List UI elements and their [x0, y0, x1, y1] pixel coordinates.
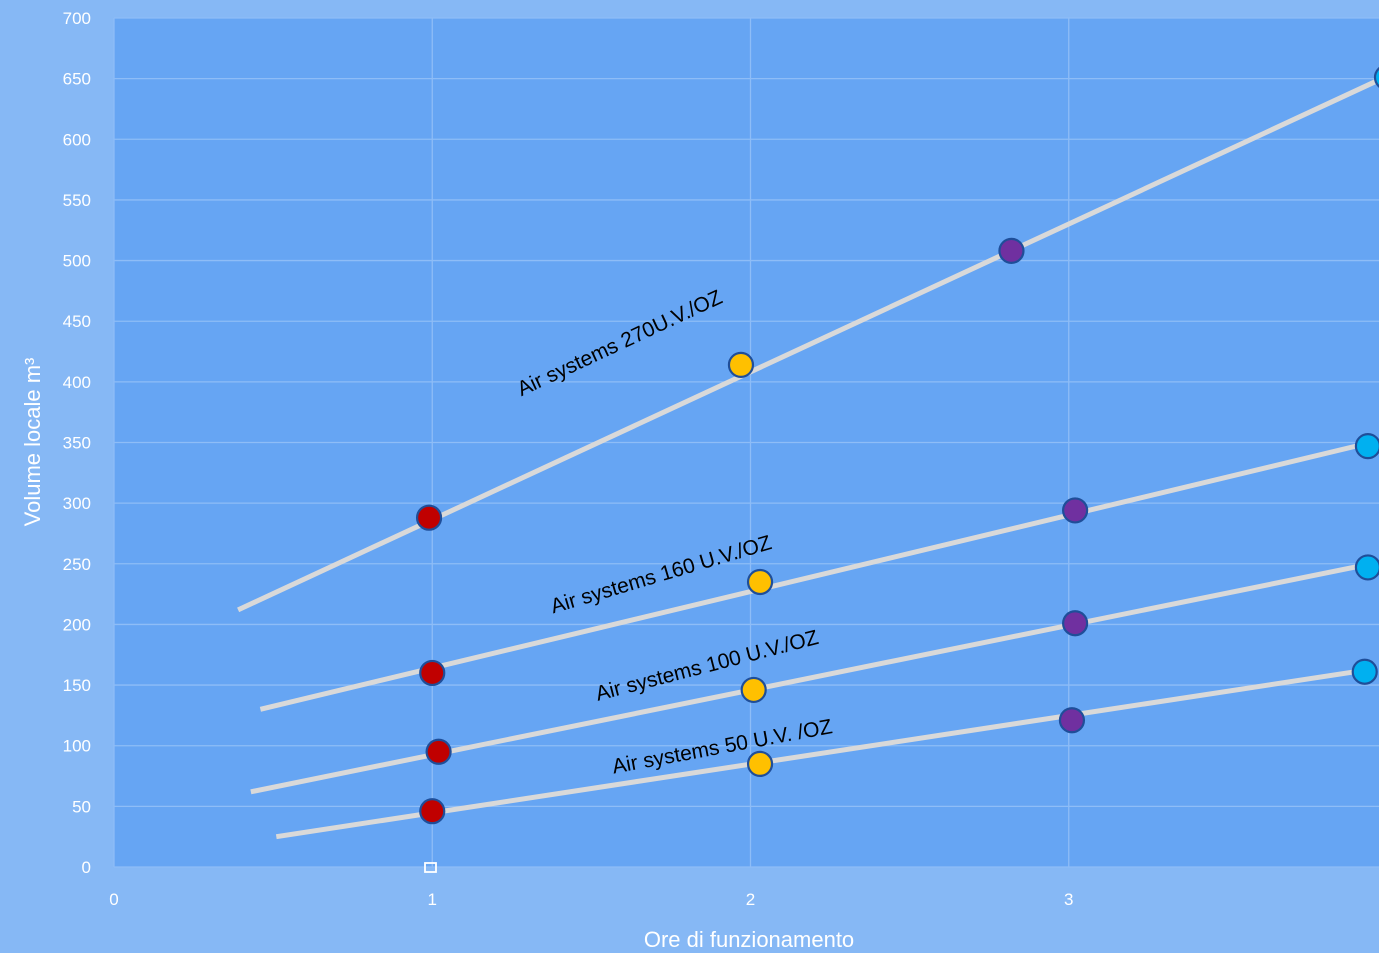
x-tick-label: 0 — [109, 890, 118, 909]
data-point-s3-p0 — [419, 798, 446, 825]
y-tick-label: 700 — [63, 9, 91, 28]
y-tick-label: 500 — [63, 252, 91, 271]
data-point-s3-p3 — [1351, 658, 1378, 685]
data-point-s0-p2 — [998, 237, 1025, 264]
y-tick-label: 150 — [63, 676, 91, 695]
x-tick-label: 2 — [746, 890, 755, 909]
data-point-s1-p0 — [419, 659, 446, 687]
data-point-s1-p2 — [1062, 497, 1089, 524]
grid — [113, 17, 1379, 868]
data-point-s3-p2 — [1058, 707, 1086, 734]
data-point-s0-p3 — [1373, 67, 1379, 88]
y-tick-label: 300 — [63, 494, 91, 513]
data-point-s1-p3 — [1354, 433, 1379, 460]
x-axis-title: Ore di funzionamento — [644, 927, 854, 952]
y-tick-label: 250 — [63, 555, 91, 574]
trend-line-1 — [259, 440, 1372, 712]
y-tick-label: 600 — [63, 130, 91, 149]
data-points — [415, 67, 1379, 825]
y-tick-label: 200 — [63, 615, 91, 634]
y-tick-label: 550 — [63, 191, 91, 210]
x-axis-ticks: 01234 — [109, 890, 1073, 909]
y-tick-label: 400 — [63, 373, 91, 392]
y-tick-label: 50 — [72, 797, 91, 816]
data-point-s2-p2 — [1062, 610, 1089, 637]
data-point-s2-p0 — [425, 738, 452, 765]
x-tick-label: 1 — [428, 890, 437, 909]
y-tick-label: 450 — [63, 312, 91, 331]
data-point-s2-p1 — [740, 676, 767, 704]
trend-line-3 — [275, 666, 1372, 840]
data-point-s1-p1 — [746, 568, 774, 596]
x-tick-label: 3 — [1064, 890, 1073, 909]
y-tick-label: 650 — [63, 70, 91, 89]
data-point-s3-p1 — [746, 750, 774, 778]
y-axis-ticks: 0 50 100 150 200 250 300 350 400 450 500 550 600 650 7… — [63, 9, 91, 877]
y-axis-title: Volume locale m³ — [20, 358, 45, 527]
trend-lines — [237, 77, 1379, 840]
y-tick-label: 0 — [82, 858, 91, 877]
y-tick-label: 100 — [63, 737, 91, 756]
y-tick-label: 350 — [63, 434, 91, 453]
data-point-s2-p3 — [1354, 554, 1379, 581]
data-point-s0-p0 — [415, 504, 443, 531]
origin-marker — [424, 862, 437, 873]
data-point-s0-p1 — [727, 351, 755, 378]
